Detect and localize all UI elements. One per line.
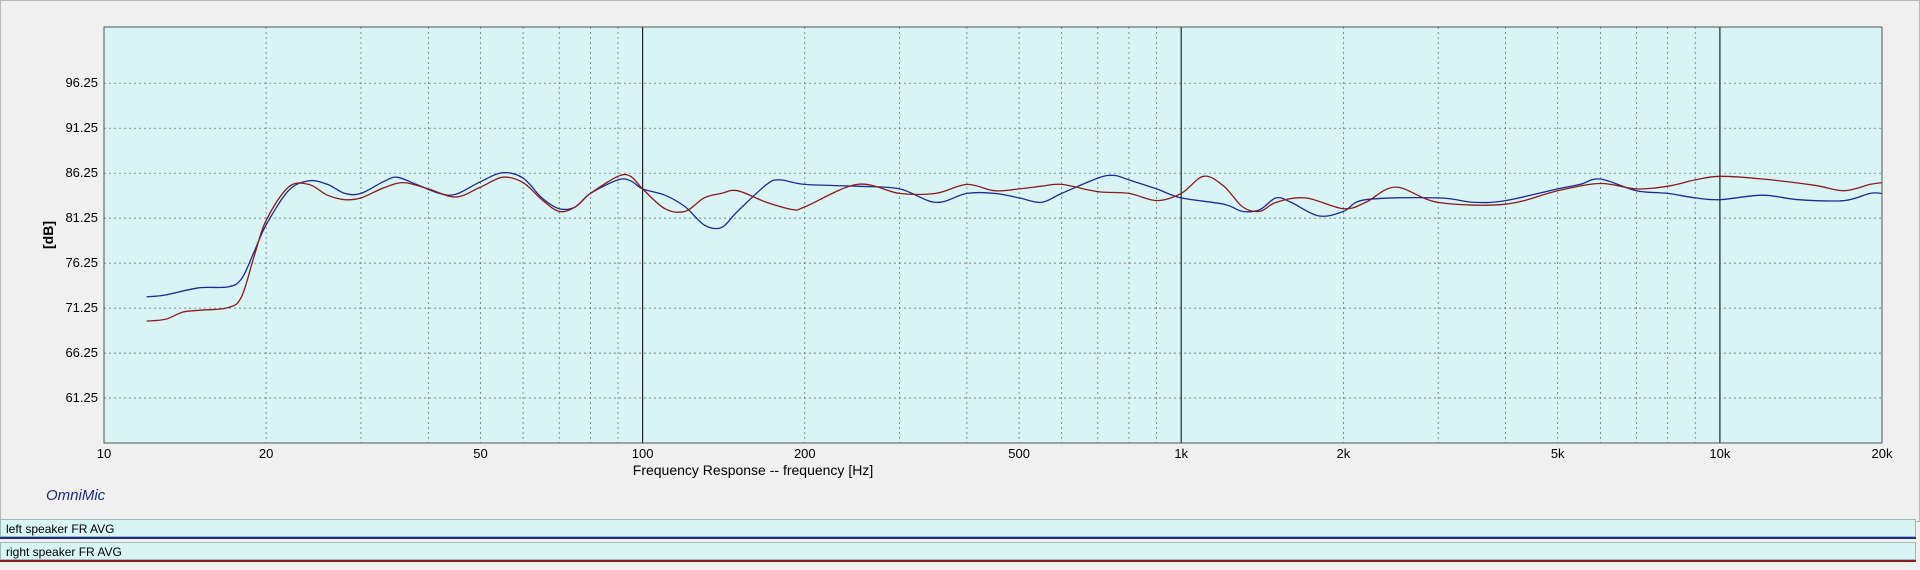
legend-color-swatch: [0, 537, 1916, 539]
plot-border: [103, 26, 1883, 444]
y-tick-label: 86.25: [65, 165, 98, 180]
y-tick-label: 81.25: [65, 210, 98, 225]
x-tick-label: 2k: [1337, 446, 1351, 461]
legend-item-left-speaker[interactable]: left speaker FR AVG: [0, 519, 1916, 537]
x-tick-labels: 10 20 50 100 200 500 1k 2k 5k 10k 20k: [97, 446, 1893, 461]
x-tick-label: 200: [794, 446, 816, 461]
y-tick-label: 76.25: [65, 255, 98, 270]
series-line-right-speaker: [146, 173, 1883, 322]
y-tick-labels: 61.25 66.25 71.25 76.25 81.25 86.25 91.25 96.25: [65, 75, 98, 405]
y-tick-label: 96.25: [65, 75, 98, 90]
x-tick-label: 500: [1008, 446, 1030, 461]
legend-label: left speaker FR AVG: [6, 522, 115, 536]
x-tick-label: 5k: [1551, 446, 1565, 461]
major-grid: [104, 27, 1882, 443]
legend-color-swatch: [0, 560, 1916, 562]
chart-window: 10 20 50 100 200 500 1k 2k 5k 10k 20k 61.25 66.25 71…: [0, 0, 1920, 522]
x-tick-label: 10: [97, 446, 111, 461]
legend-label: right speaker FR AVG: [6, 545, 122, 559]
x-tick-label: 100: [632, 446, 654, 461]
y-tick-label: 71.25: [65, 300, 98, 315]
series-line-left-speaker: [146, 171, 1883, 298]
series-layer: [146, 171, 1883, 322]
plot-area: [104, 27, 1882, 443]
y-tick-label: 91.25: [65, 120, 98, 135]
y-tick-label: 61.25: [65, 390, 98, 405]
x-axis-label: Frequency Response -- frequency [Hz]: [633, 462, 873, 478]
legend-item-right-speaker[interactable]: right speaker FR AVG: [0, 542, 1916, 560]
x-tick-label: 50: [473, 446, 487, 461]
minor-grid: [265, 27, 1696, 443]
x-tick-label: 20: [259, 446, 273, 461]
x-tick-label: 20k: [1872, 446, 1893, 461]
omnimic-brand-label: OmniMic: [46, 487, 106, 504]
y-tick-label: 66.25: [65, 345, 98, 360]
frequency-response-chart: 10 20 50 100 200 500 1k 2k 5k 10k 20k 61.25 66.25 71…: [40, 26, 1893, 478]
x-tick-label: 1k: [1174, 446, 1188, 461]
y-axis-label: [dB]: [40, 221, 56, 249]
x-tick-label: 10k: [1709, 446, 1730, 461]
